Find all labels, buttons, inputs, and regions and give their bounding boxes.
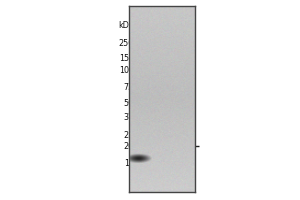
Text: 15: 15 xyxy=(124,159,134,168)
Text: 20: 20 xyxy=(124,142,134,151)
Text: 37: 37 xyxy=(124,113,134,122)
Text: 25: 25 xyxy=(124,131,134,140)
Text: 150: 150 xyxy=(119,54,134,63)
Text: 50: 50 xyxy=(124,99,134,108)
Text: 75: 75 xyxy=(124,83,134,92)
Text: 250: 250 xyxy=(119,39,134,48)
Text: 100: 100 xyxy=(119,66,134,75)
Text: kDa: kDa xyxy=(118,21,134,30)
